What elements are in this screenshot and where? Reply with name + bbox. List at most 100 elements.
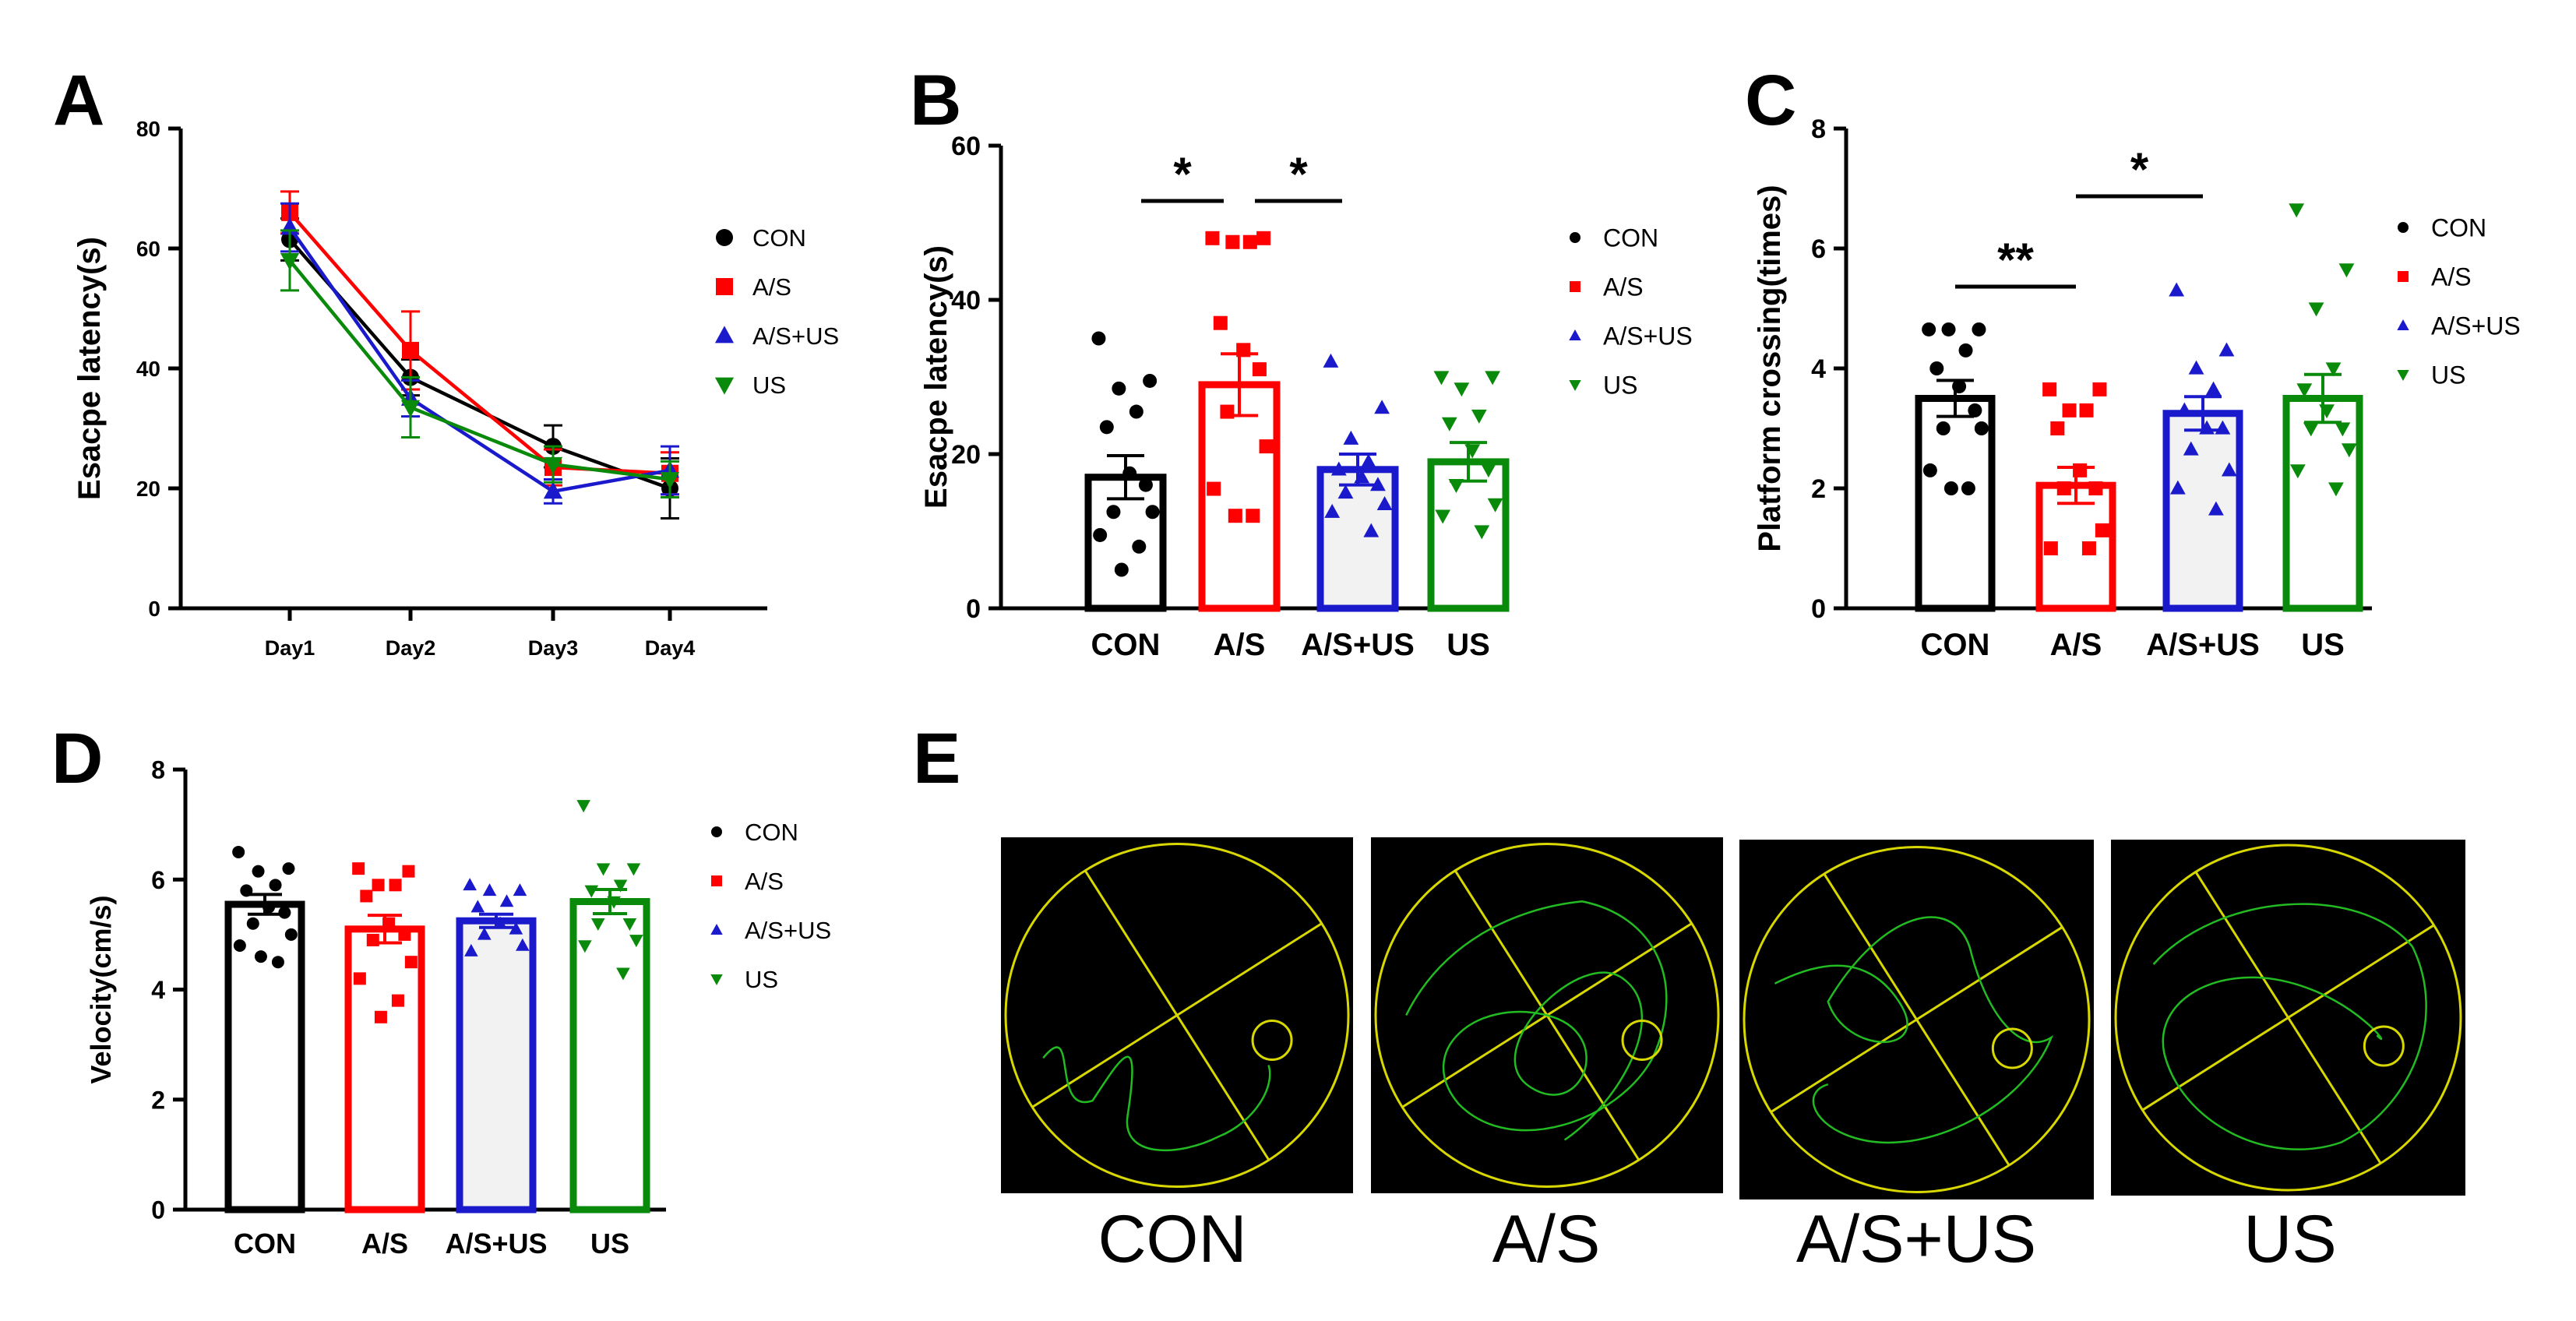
data-point-a-s (2042, 382, 2057, 396)
data-point-a-s (374, 1010, 387, 1023)
bar-a-s-plus-us (2162, 410, 2243, 612)
data-point-us (2319, 404, 2335, 419)
legend-marker-a-s (711, 875, 722, 886)
data-point-a-s (1220, 404, 1235, 419)
y-tick-label: 6 (151, 866, 165, 894)
data-point-a-s-plus-us (2199, 420, 2215, 435)
data-point-con (1093, 527, 1108, 542)
quadrant-line (1770, 926, 2063, 1113)
data-point-us (2303, 422, 2319, 437)
data-point-con (1958, 343, 1973, 358)
data-point-a-s-plus-us (2221, 462, 2237, 477)
series-point-us (280, 253, 300, 271)
series-line-con (288, 238, 671, 491)
data-point-us (607, 896, 621, 909)
data-point-a-s-plus-us (513, 883, 527, 897)
platform-circle (1991, 1027, 2033, 1069)
legend-marker-us (1569, 380, 1581, 392)
data-point-a-s-plus-us (464, 943, 478, 956)
pool-boundary (2114, 844, 2462, 1192)
data-point-a-s-plus-us (2205, 381, 2222, 396)
data-point-a-s (1246, 509, 1260, 523)
y-axis-title: Velocity(cm/s) (85, 895, 117, 1083)
x-tick-label-a-s: A/S (361, 1228, 408, 1259)
legend-marker-con (716, 229, 733, 246)
data-point-con (269, 879, 282, 892)
x-tick-label-a-s: A/S (1214, 628, 1266, 662)
data-point-a-s-plus-us (463, 878, 477, 891)
y-axis-title: Esacpe latency(s) (919, 245, 953, 509)
swim-track (1774, 916, 2053, 1144)
data-point-con (254, 950, 267, 963)
x-tick-label-day3: Day3 (528, 636, 579, 660)
data-point-a-s-plus-us (1354, 469, 1370, 484)
legend-marker-us (2397, 370, 2409, 382)
legend-marker-a-s (716, 278, 733, 295)
x-tick-label-a-s: A/S (2050, 628, 2102, 662)
data-point-a-s (382, 917, 396, 930)
data-point-a-s-plus-us (2215, 420, 2231, 435)
legend-marker-a-s-plus-us (1569, 329, 1581, 340)
x-tick-label-day1: Day1 (265, 636, 315, 660)
pool-boundary (1743, 846, 2091, 1193)
legend-label-a-s: A/S (745, 868, 784, 895)
data-point-a-s-plus-us (477, 927, 492, 940)
data-point-us (1464, 444, 1481, 459)
data-point-us (2289, 203, 2305, 218)
x-tick-label-a-s-plus-us: A/S+US (445, 1228, 547, 1259)
y-tick-label: 40 (951, 286, 981, 315)
data-point-con (282, 862, 295, 875)
panel-b-chart: B 0 20 40 60 Esacpe latency(s) CON A/S A/S+US US *… (910, 61, 1693, 662)
data-point-con (1106, 505, 1121, 520)
data-point-a-s-plus-us (1343, 430, 1359, 445)
data-point-us (1448, 478, 1464, 493)
data-point-us (2308, 302, 2324, 317)
legend-label-us: US (745, 966, 778, 993)
panel-label-e: E (913, 719, 960, 798)
data-point-a-s-plus-us (2169, 282, 2185, 297)
swim-track (1042, 1046, 1271, 1152)
legend-label-a-s: A/S (752, 273, 791, 301)
data-point-a-s-plus-us (1374, 400, 1390, 414)
data-point-us (622, 918, 637, 931)
data-point-a-s-plus-us (1376, 496, 1393, 510)
panel-c-chart: C 0 2 4 6 8 Platform crossing(times) CON A/S A/S+… (1745, 61, 2521, 662)
data-point-us (1441, 417, 1457, 432)
series-point-us (400, 400, 421, 417)
data-point-us (584, 885, 599, 898)
arena-caption-as-us: A/S+US (1796, 1202, 2036, 1277)
bar-us (1427, 458, 1510, 612)
data-point-a-s (2073, 463, 2088, 477)
data-point-con (1929, 361, 1944, 375)
series-point-us (660, 472, 680, 490)
arena-con (1001, 837, 1353, 1193)
bar-a-s (344, 925, 425, 1214)
data-point-a-s (1207, 481, 1221, 496)
data-point-a-s-plus-us (470, 900, 485, 913)
data-point-a-s-plus-us (1337, 484, 1354, 499)
data-point-a-s-plus-us (516, 938, 530, 951)
series-point-a-s-plus-us (543, 481, 563, 499)
arena-a-s-plus-us (1739, 840, 2094, 1199)
y-tick-label: 2 (1811, 474, 1826, 504)
x-tick-label-us: US (590, 1228, 629, 1259)
data-point-a-s (389, 879, 402, 892)
y-tick-label: 20 (136, 477, 160, 501)
legend-label-con: CON (2431, 214, 2486, 242)
y-tick-label: 2 (151, 1086, 165, 1114)
bar-us (2282, 395, 2363, 612)
significance-label: * (1173, 148, 1192, 200)
data-point-us (1487, 498, 1503, 513)
y-tick-label: 0 (151, 1196, 165, 1224)
data-point-us (626, 863, 641, 876)
data-point-us (596, 863, 611, 876)
data-point-a-s (360, 889, 373, 903)
arena-caption-us: US (2243, 1202, 2336, 1277)
data-point-a-s (352, 862, 365, 875)
arena-us (2111, 840, 2465, 1196)
data-point-us (2289, 464, 2306, 479)
pool-boundary (1004, 843, 1350, 1188)
data-point-a-s-plus-us (2188, 360, 2204, 375)
data-point-con (1952, 379, 1967, 394)
